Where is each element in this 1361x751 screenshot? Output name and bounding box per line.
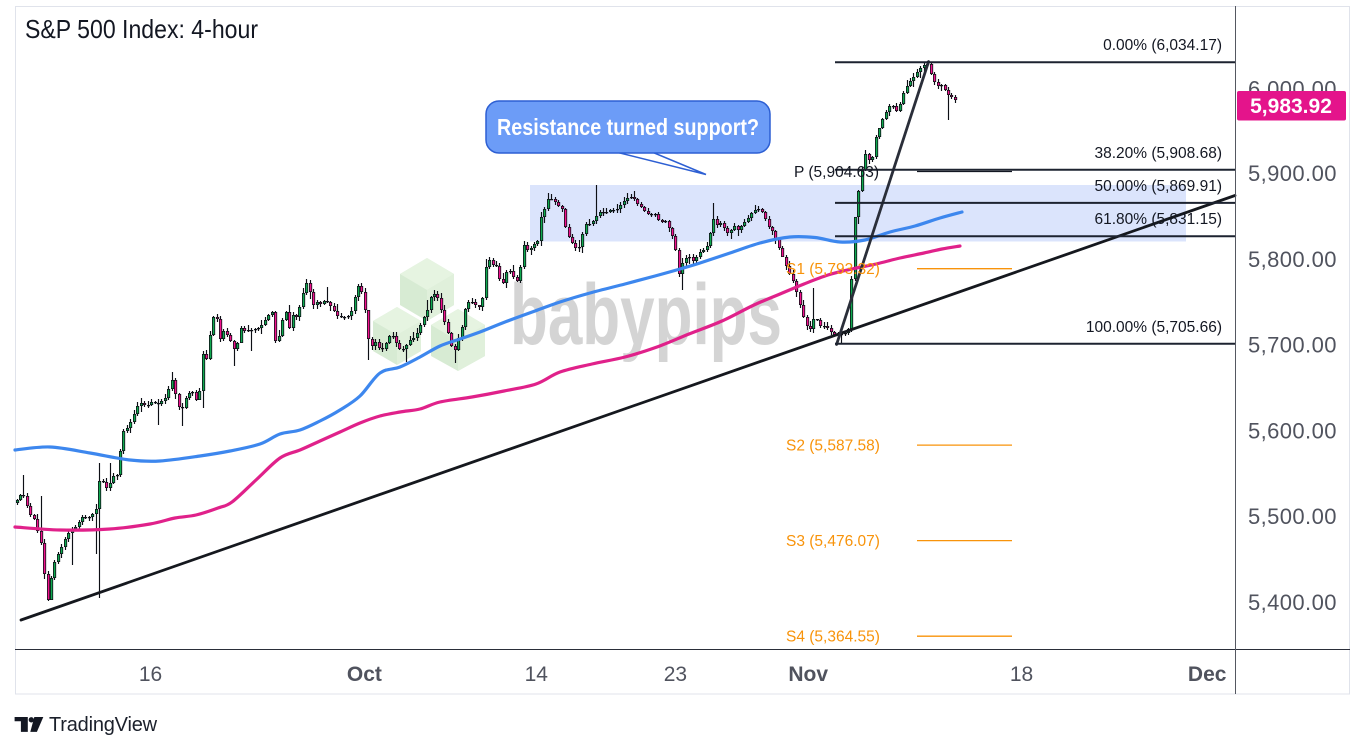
svg-text:S4 (5,364.55): S4 (5,364.55) xyxy=(786,629,880,646)
svg-text:S3 (5,476.07): S3 (5,476.07) xyxy=(786,533,880,550)
svg-text:14: 14 xyxy=(525,663,549,686)
svg-text:Oct: Oct xyxy=(347,663,382,686)
svg-text:S2 (5,587.58): S2 (5,587.58) xyxy=(786,438,880,455)
svg-text:0.00% (6,034.17): 0.00% (6,034.17) xyxy=(1103,37,1222,54)
svg-text:5,700.00: 5,700.00 xyxy=(1248,333,1337,358)
svg-text:Dec: Dec xyxy=(1188,663,1227,686)
svg-text:5,983.92: 5,983.92 xyxy=(1250,95,1332,118)
svg-text:100.00% (5,705.66): 100.00% (5,705.66) xyxy=(1086,319,1222,336)
svg-text:61.80% (5,831.15): 61.80% (5,831.15) xyxy=(1094,211,1222,228)
svg-text:Resistance turned support?: Resistance turned support? xyxy=(497,114,759,140)
svg-text:TradingView: TradingView xyxy=(49,714,158,736)
svg-text:38.20% (5,908.68): 38.20% (5,908.68) xyxy=(1094,145,1222,162)
svg-text:babypips: babypips xyxy=(510,267,782,363)
svg-text:P (5,904.63): P (5,904.63) xyxy=(794,164,879,181)
svg-text:5,600.00: 5,600.00 xyxy=(1248,418,1337,443)
svg-text:Nov: Nov xyxy=(788,663,828,686)
svg-text:50.00% (5,869.91): 50.00% (5,869.91) xyxy=(1094,178,1222,195)
svg-text:18: 18 xyxy=(1010,663,1033,686)
svg-text:S1 (5,793.32): S1 (5,793.32) xyxy=(786,261,880,278)
svg-text:5,400.00: 5,400.00 xyxy=(1248,590,1337,615)
svg-text:5,500.00: 5,500.00 xyxy=(1248,504,1337,529)
svg-text:23: 23 xyxy=(664,663,687,686)
svg-text:S&P 500 Index: 4-hour: S&P 500 Index: 4-hour xyxy=(25,14,258,44)
svg-text:5,900.00: 5,900.00 xyxy=(1248,161,1337,186)
svg-text:16: 16 xyxy=(139,663,162,686)
svg-text:5,800.00: 5,800.00 xyxy=(1248,247,1337,272)
